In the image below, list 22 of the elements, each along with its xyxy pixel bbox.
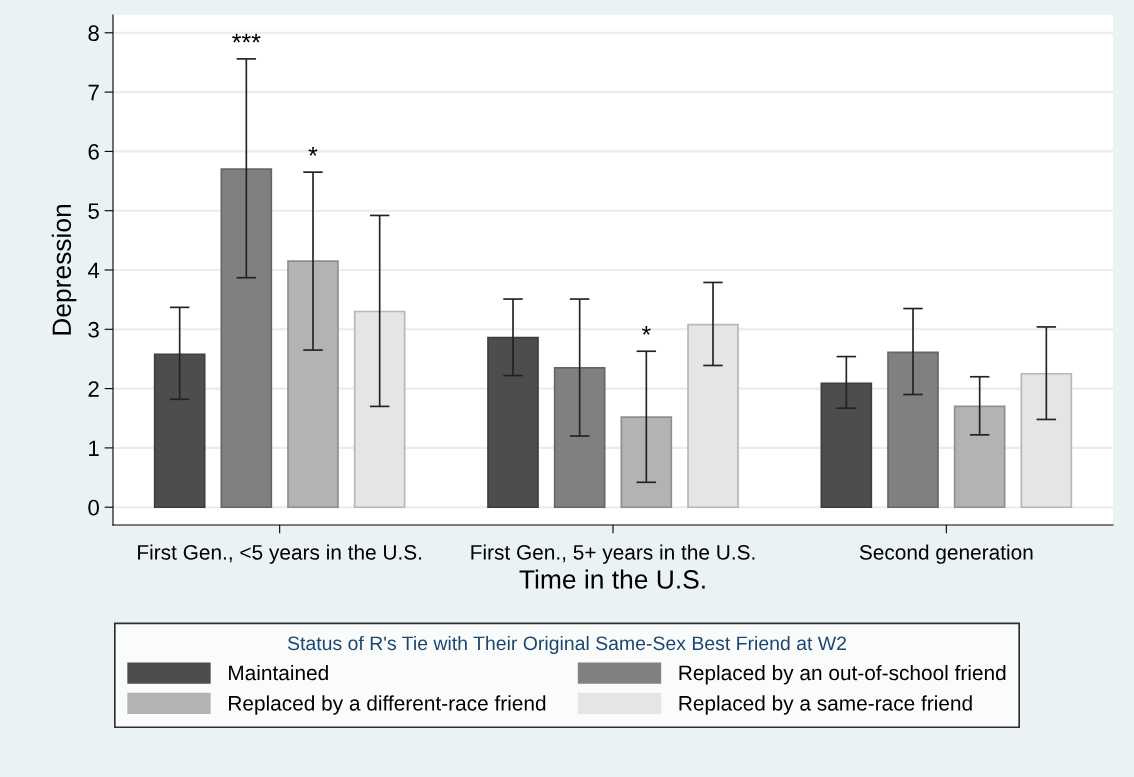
legend-label: Replaced by a same-race friend <box>679 695 972 715</box>
annotation: *** <box>232 33 261 43</box>
legend-label: Replaced by a different-race friend <box>229 695 546 715</box>
y-tick-label: 6 <box>88 143 99 160</box>
x-tick-label: Second generation <box>859 544 1033 564</box>
y-tick-label: 4 <box>87 262 100 279</box>
y-axis-title: Depression <box>51 204 77 335</box>
y-tick-label: 1 <box>89 440 99 456</box>
y-tick-label: 3 <box>88 321 99 338</box>
y-tick-label: 5 <box>88 203 99 219</box>
y-tick-label: 0 <box>88 499 99 516</box>
y-tick-label: 8 <box>88 25 99 42</box>
legend-label: Maintained <box>229 664 328 681</box>
legend-label: Replaced by an out-of-school friend <box>679 664 1006 685</box>
y-tick-label: 2 <box>88 381 99 397</box>
annotation: * <box>308 146 318 156</box>
legend-title: Status of R's Tie with Their Original Same-Sex Best Friend at W2 <box>287 635 846 655</box>
annotation: * <box>641 326 651 335</box>
x-axis-title: Time in the U.S. <box>519 569 705 589</box>
x-tick-label: First Gen., 5+ years in the U.S. <box>471 544 755 564</box>
y-tick-label: 7 <box>88 84 99 101</box>
x-tick-label: First Gen., <5 years in the U.S. <box>138 544 422 564</box>
